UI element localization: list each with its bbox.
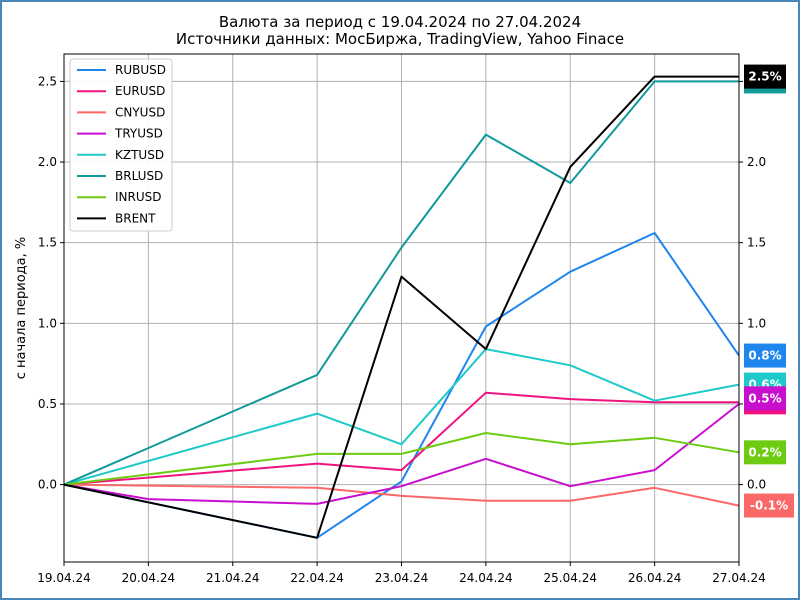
- y-tick-label-right: 1.5: [747, 236, 766, 250]
- series-layer: [63, 75, 740, 539]
- legend-label: TRYUSD: [114, 127, 163, 141]
- end-label-badge: [744, 64, 786, 89]
- y-tick-label-left: 2.0: [38, 155, 57, 169]
- legend-label: BRLUSD: [115, 169, 163, 183]
- series-line-eurusd: [63, 391, 739, 486]
- chart-subtitle: Источники данных: МосБиржа, TradingView,…: [176, 30, 624, 48]
- x-tick-label: 24.04.24: [459, 571, 512, 585]
- y-tick-label-left: 0.5: [38, 397, 57, 411]
- legend-label: KZTUSD: [115, 148, 164, 162]
- y-tick-label-left: 1.0: [38, 316, 57, 330]
- series-line-inrusd: [63, 432, 740, 486]
- series-line-tryusd: [63, 403, 740, 505]
- x-tick-label: 23.04.24: [375, 571, 428, 585]
- y-axis-left: 0.0 0.5 1.0 1.5 2.0 2.5: [38, 74, 64, 492]
- legend-label: RUBUSD: [115, 63, 166, 77]
- legend-label: INRUSD: [115, 190, 162, 204]
- end-label-inrusd: 0.2%: [748, 445, 781, 459]
- y-tick-label-left: 2.5: [38, 74, 57, 88]
- y-tick-label-left: 0.0: [38, 478, 57, 492]
- series-line-cnyusd: [63, 483, 740, 507]
- y-tick-label-right: 2.0: [747, 155, 766, 169]
- legend-box: [69, 58, 173, 232]
- y-tick-label-right: 1.0: [747, 316, 766, 330]
- x-tick-label: 20.04.24: [122, 571, 175, 585]
- series-line-brent: [63, 75, 739, 539]
- series-line-brlusd: [63, 80, 739, 486]
- legend-label: BRENT: [115, 211, 156, 225]
- legend-label: EURUSD: [115, 84, 165, 98]
- end-label-rubusd: 0.8%: [748, 349, 781, 363]
- end-label-badge: [744, 493, 794, 518]
- y-axis-label: с начала периода, %: [14, 237, 29, 380]
- y-axis-right: 0.00.51.01.52.02.5: [739, 74, 766, 492]
- x-tick-label: 21.04.24: [206, 571, 259, 585]
- x-tick-label: 27.04.24: [712, 571, 765, 585]
- end-label-tryusd: 0.5%: [748, 391, 781, 405]
- x-tick-label: 19.04.24: [37, 571, 90, 585]
- end-label-brent: 2.5%: [748, 70, 781, 84]
- y-tick-label-left: 1.5: [38, 236, 57, 250]
- y-tick-label-right: 0.0: [747, 478, 766, 492]
- x-tick-label: 25.04.24: [544, 571, 597, 585]
- legend: RUBUSD EURUSD CNYUSD TRYUSD KZTUSD BRLUSD INRU…: [69, 58, 173, 232]
- end-labels: 2.5%2.5%0.8%0.6%0.5%0.5%0.2%-0.1%: [744, 64, 794, 518]
- chart-title: Валюта за период с 19.04.2024 по 27.04.2…: [219, 13, 581, 31]
- x-axis: 19.04.24 20.04.24 21.04.24 22.04.24 23.04.24…: [37, 562, 766, 585]
- end-label-badge: [744, 440, 786, 465]
- end-label-badge: [744, 386, 786, 411]
- end-label-badge: [744, 343, 786, 368]
- end-label-cnyusd: -0.1%: [750, 499, 788, 513]
- x-tick-label: 26.04.24: [628, 571, 681, 585]
- legend-label: CNYUSD: [115, 105, 165, 119]
- x-tick-label: 22.04.24: [290, 571, 343, 585]
